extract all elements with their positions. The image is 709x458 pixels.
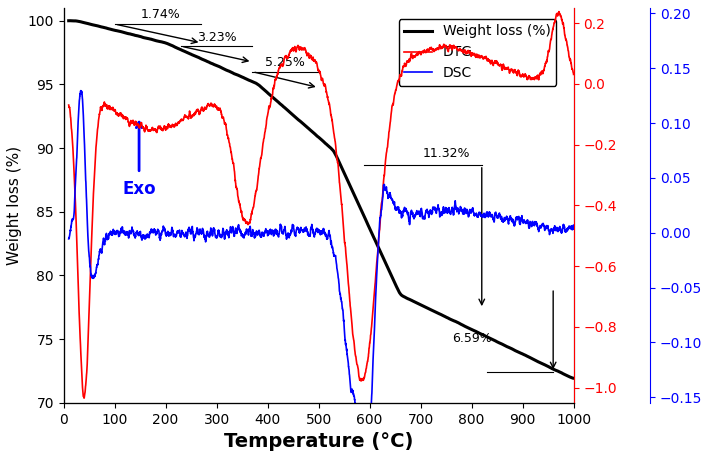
DTG <box>80 395 89 401</box>
DSC <box>258 232 267 238</box>
DTG <box>559 25 568 31</box>
Text: 1.74%: 1.74% <box>140 8 180 22</box>
DTG <box>569 71 578 77</box>
DSC <box>569 223 578 228</box>
Weight loss (%) <box>65 18 74 23</box>
Weight loss (%) <box>559 371 568 377</box>
Text: 6.59%: 6.59% <box>452 333 491 345</box>
Weight loss (%) <box>122 31 130 36</box>
Weight loss (%) <box>152 38 161 44</box>
DSC <box>362 451 370 457</box>
DSC <box>559 223 568 228</box>
Weight loss (%) <box>258 86 267 91</box>
DTG <box>506 70 514 76</box>
DTG <box>554 9 563 14</box>
Text: 3.23%: 3.23% <box>197 31 236 44</box>
Weight loss (%) <box>280 104 289 110</box>
DTG <box>280 56 289 61</box>
DSC <box>122 230 130 236</box>
Weight loss (%) <box>506 345 514 350</box>
DSC <box>280 227 289 233</box>
Line: Weight loss (%): Weight loss (%) <box>69 21 574 378</box>
DSC <box>65 236 73 242</box>
Text: Exo: Exo <box>122 180 156 198</box>
DTG <box>258 144 267 150</box>
DSC <box>506 216 514 222</box>
Y-axis label: Weight loss (%): Weight loss (%) <box>7 146 22 265</box>
DTG <box>122 115 130 120</box>
Text: 5.25%: 5.25% <box>265 56 306 69</box>
Text: 11.32%: 11.32% <box>423 147 470 159</box>
X-axis label: Temperature (°C): Temperature (°C) <box>224 432 413 451</box>
Legend: Weight loss (%), DTG, DSC: Weight loss (%), DTG, DSC <box>398 19 557 86</box>
DTG <box>152 128 161 134</box>
Weight loss (%) <box>65 18 73 23</box>
DTG <box>65 102 73 108</box>
Line: DSC: DSC <box>69 91 574 454</box>
DSC <box>152 229 161 235</box>
DSC <box>77 88 85 93</box>
Line: DTG: DTG <box>69 11 574 398</box>
Weight loss (%) <box>569 376 578 381</box>
